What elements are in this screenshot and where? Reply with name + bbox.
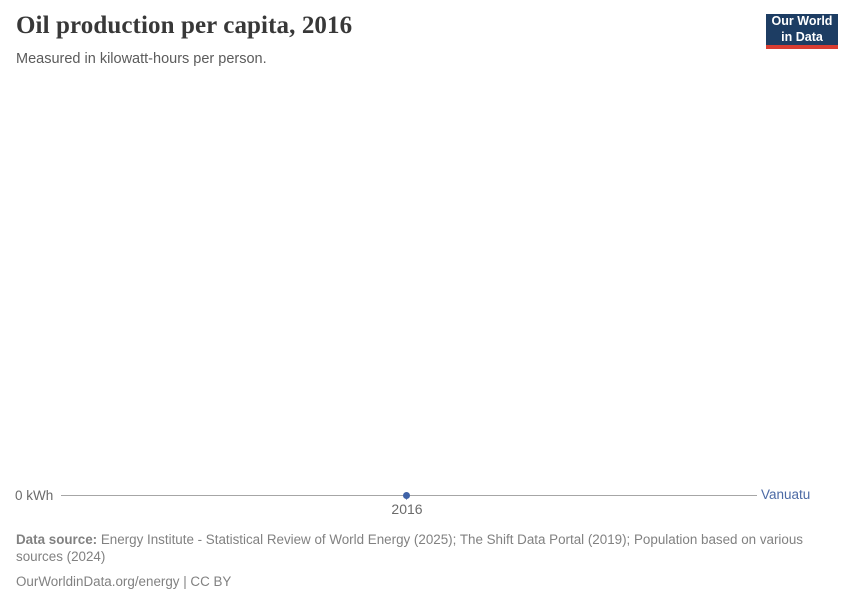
entity-label-vanuatu[interactable]: Vanuatu — [761, 487, 811, 502]
data-source-text: Energy Institute - Statistical Review of… — [16, 532, 803, 565]
data-source-line: Data source: Energy Institute - Statisti… — [16, 531, 834, 565]
owid-logo-line2: in Data — [781, 29, 823, 44]
x-axis-tick-label: 2016 — [391, 501, 423, 517]
chart-footer: Data source: Energy Institute - Statisti… — [16, 531, 834, 590]
chart-subtitle: Measured in kilowatt-hours per person. — [16, 51, 267, 67]
chart-title: Oil production per capita, 2016 — [16, 12, 353, 39]
owid-logo-line1: Our World — [771, 13, 833, 28]
owid-logo[interactable]: Our World in Data — [766, 14, 838, 49]
citation-link[interactable]: OurWorldinData.org/energy | CC BY — [16, 574, 232, 590]
y-axis-tick-label: 0 kWh — [15, 488, 54, 503]
data-source-label: Data source: — [16, 532, 98, 547]
data-point-vanuatu-2016[interactable] — [403, 492, 410, 499]
